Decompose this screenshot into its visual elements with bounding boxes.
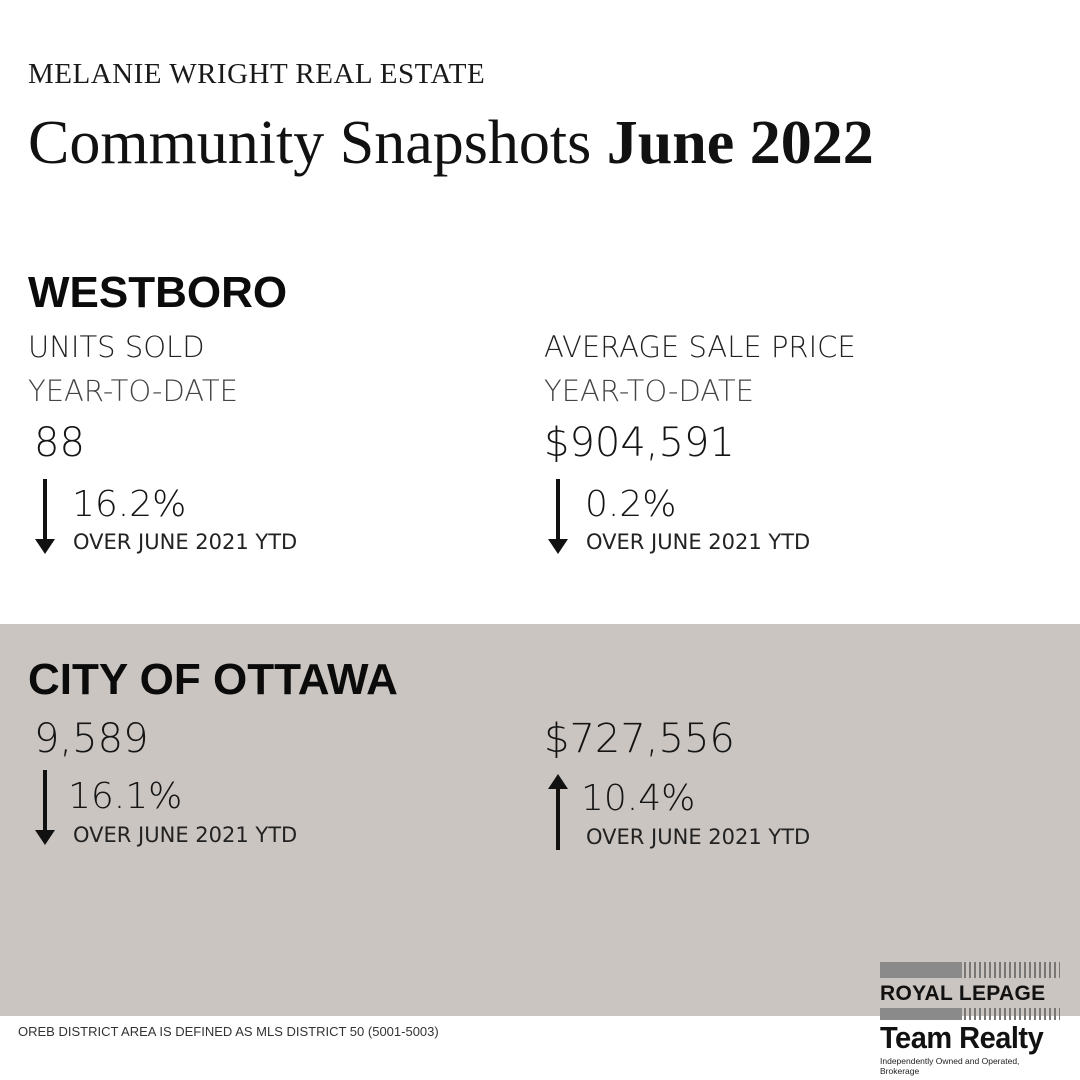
arrow-down-icon	[548, 479, 568, 554]
brand-name: MELANIE WRIGHT REAL ESTATE	[28, 58, 486, 90]
arrow-down-icon	[35, 479, 55, 554]
price-period-label: YEAR-TO-DATE	[544, 374, 754, 408]
logo-tagline: Independently Owned and Operated, Broker…	[880, 1056, 1020, 1076]
westboro-price-comparison: OVER JUNE 2021 YTD	[586, 530, 811, 554]
westboro-price-change: 0.2%	[585, 484, 677, 525]
westboro-title: WESTBORO	[28, 268, 288, 317]
arrow-down-icon	[35, 770, 55, 845]
westboro-price-value: $904,591	[544, 420, 735, 466]
logo-bars-bottom	[880, 1008, 1060, 1020]
logo-line-1: ROYAL LEPAGE	[880, 982, 1046, 1005]
title-bold: June 2022	[606, 109, 874, 177]
ottawa-units-comparison: OVER JUNE 2021 YTD	[73, 823, 298, 847]
ottawa-price-change: 10.4%	[581, 778, 696, 819]
avg-price-label: AVERAGE SALE PRICE	[544, 330, 856, 364]
footnote: OREB DISTRICT AREA IS DEFINED AS MLS DIS…	[18, 1024, 439, 1039]
westboro-units-comparison: OVER JUNE 2021 YTD	[73, 530, 298, 554]
ottawa-price-comparison: OVER JUNE 2021 YTD	[586, 825, 811, 849]
westboro-units-value: 88	[34, 420, 85, 466]
royal-lepage-logo: ROYAL LEPAGE Team Realty Independently O…	[880, 962, 1060, 1076]
ottawa-price-value: $727,556	[544, 716, 735, 762]
title-regular: Community Snapshots	[28, 109, 592, 177]
logo-line-2: Team Realty	[880, 1022, 1044, 1056]
units-sold-label: UNITS SOLD	[28, 330, 205, 364]
westboro-units-change: 16.2%	[72, 484, 187, 525]
units-period-label: YEAR-TO-DATE	[28, 374, 238, 408]
arrow-up-icon	[548, 774, 568, 850]
ottawa-units-change: 16.1%	[68, 776, 183, 817]
page-title: Community Snapshots June 2022	[28, 108, 874, 179]
logo-bars-top	[880, 962, 1060, 978]
ottawa-title: CITY OF OTTAWA	[28, 655, 398, 704]
ottawa-units-value: 9,589	[34, 716, 149, 762]
ottawa-section-background	[0, 624, 1080, 1016]
